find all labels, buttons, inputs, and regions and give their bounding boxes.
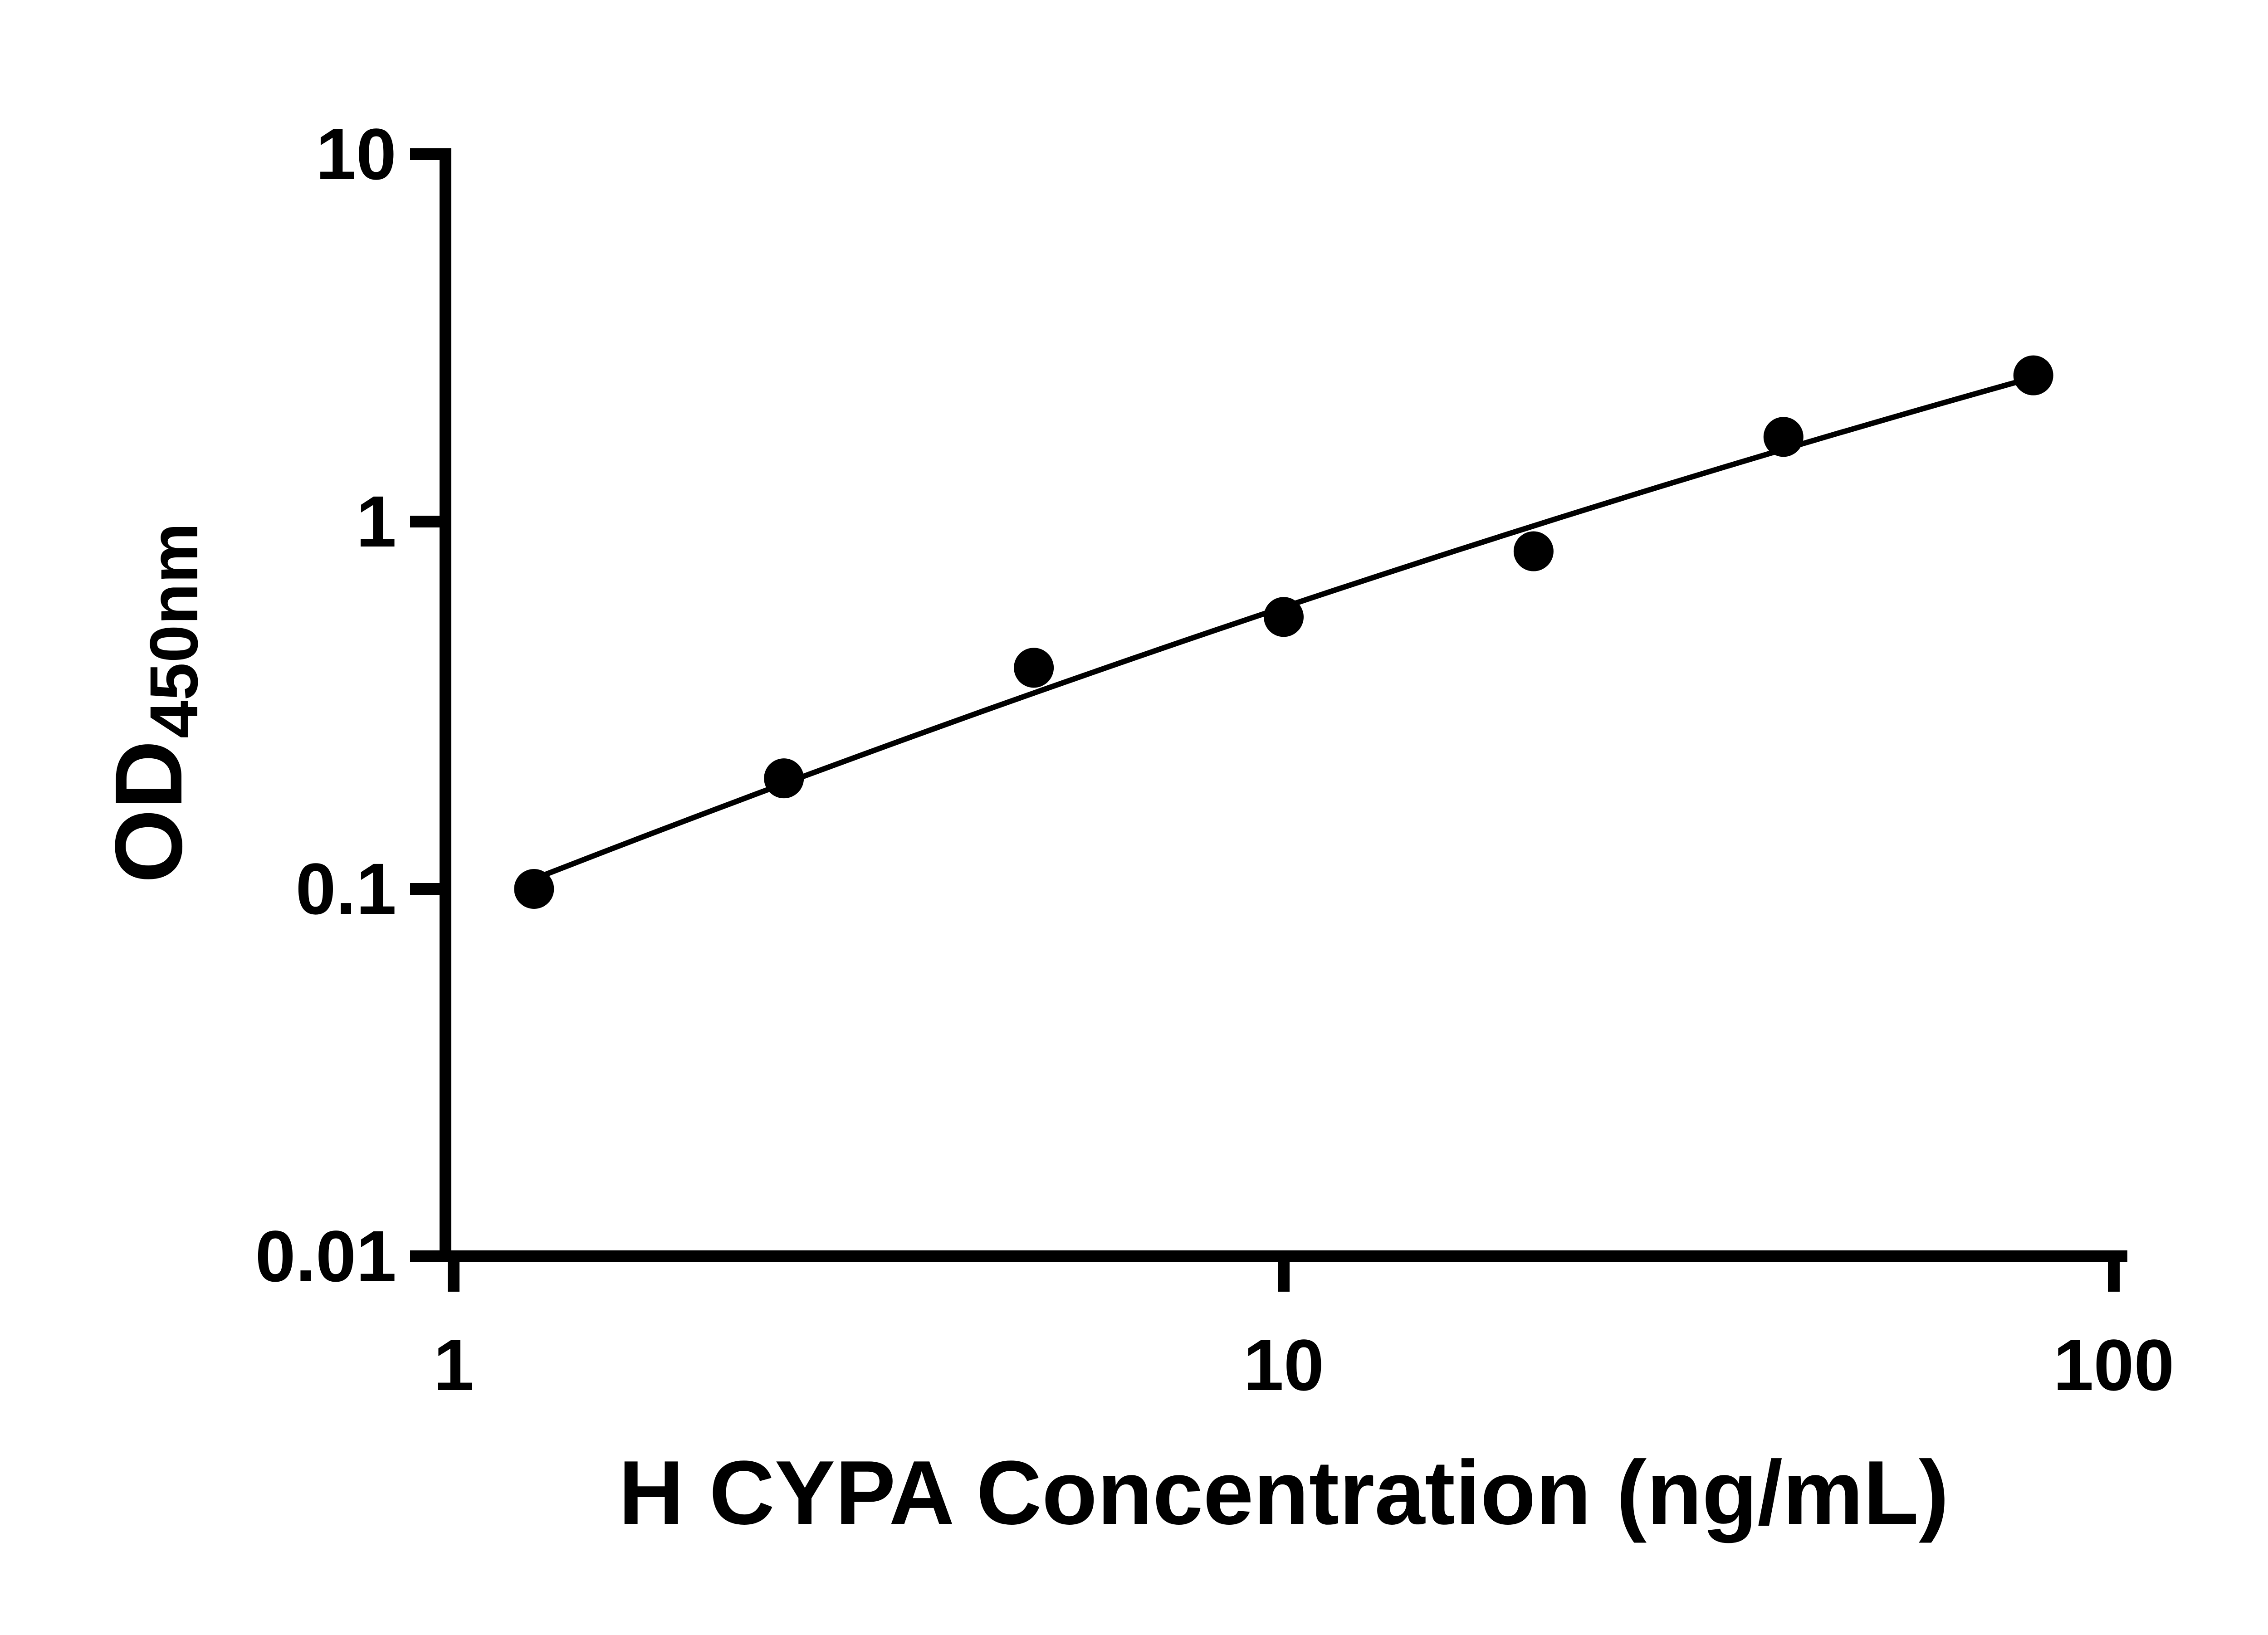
y-ticks [410, 148, 440, 1262]
x-ticks [448, 1262, 2120, 1292]
svg-text:10: 10 [316, 113, 396, 195]
svg-text:1: 1 [434, 1324, 474, 1406]
svg-text:0.01: 0.01 [255, 1215, 396, 1297]
plot-area: 10 1 0.1 0.01 1 10 100 [255, 113, 2175, 1406]
svg-text:0.1: 0.1 [296, 848, 396, 929]
svg-text:10: 10 [1243, 1324, 1324, 1406]
svg-text:1: 1 [356, 481, 396, 562]
y-axis-title: OD 450nm [95, 523, 212, 883]
x-axis-title: H CYPA Concentration (ng/mL) [618, 1442, 1949, 1543]
svg-text:100: 100 [2053, 1324, 2175, 1406]
y-axis-title-subscript: 450nm [136, 523, 212, 738]
x-tick-labels: 1 10 100 [434, 1324, 2175, 1406]
y-tick-labels: 10 1 0.1 0.01 [255, 113, 396, 1297]
data-points [514, 355, 2053, 909]
y-axis-title-main: OD [95, 740, 202, 883]
